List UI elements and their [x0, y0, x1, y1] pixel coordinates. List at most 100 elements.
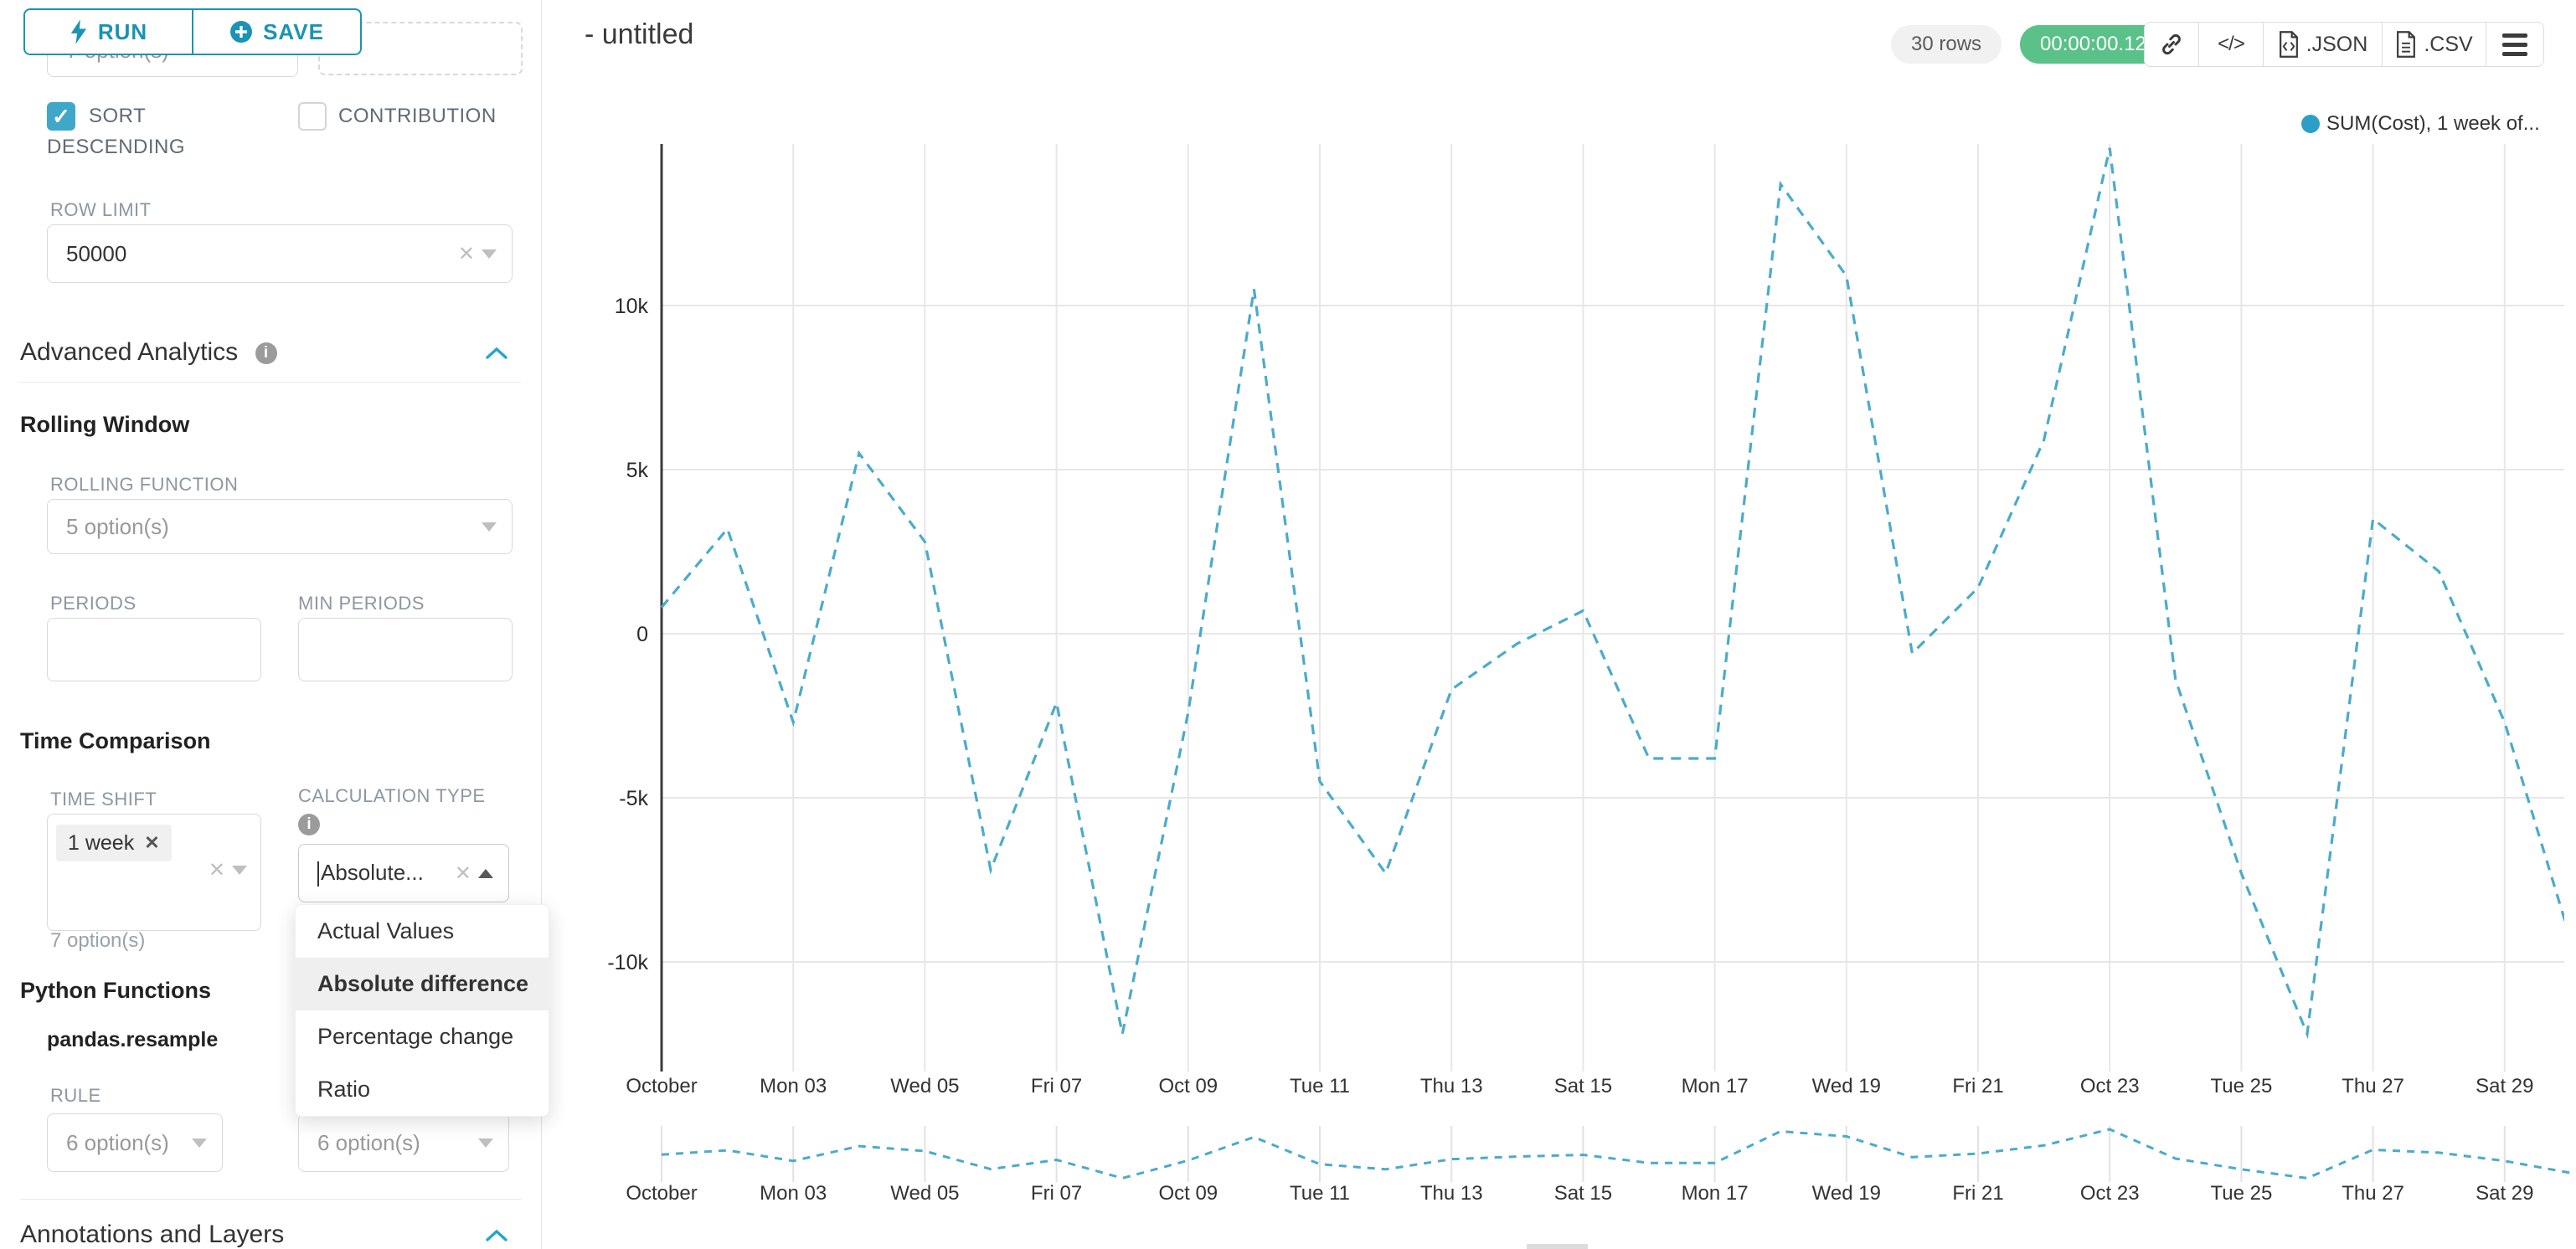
time-shift-helper: 7 option(s) [50, 929, 146, 952]
rule-label: RULE [50, 1085, 101, 1106]
save-button-label: SAVE [263, 18, 324, 44]
remove-tag-icon[interactable]: ✕ [144, 832, 160, 853]
svg-text:Tue 11: Tue 11 [1290, 1075, 1350, 1097]
advanced-analytics-text: Advanced Analytics [20, 338, 239, 366]
sort-descending-checkbox[interactable]: ✓ [47, 102, 75, 131]
contribution-label: CONTRIBUTION [338, 105, 497, 127]
collapse-chevron-icon[interactable] [486, 1229, 507, 1242]
min-periods-input[interactable] [298, 618, 513, 681]
svg-text:Tue 11: Tue 11 [1290, 1182, 1350, 1205]
page-title[interactable]: - untitled [585, 18, 694, 50]
rule-select-value: 6 option(s) [66, 1129, 169, 1155]
calculation-type-text: Absolute... [321, 859, 424, 885]
svg-text:Oct 09: Oct 09 [1158, 1075, 1218, 1097]
export-json-label: .JSON [2306, 32, 2368, 56]
export-json-button[interactable]: .JSON [2264, 23, 2383, 66]
chevron-down-icon[interactable] [192, 1138, 207, 1148]
clear-icon[interactable]: ✕ [457, 242, 475, 265]
rule-method-select[interactable]: 6 option(s) [298, 1113, 509, 1172]
clear-icon[interactable]: ✕ [454, 861, 471, 885]
svg-text:Thu 27: Thu 27 [2342, 1182, 2404, 1205]
svg-text:Mon 03: Mon 03 [760, 1075, 827, 1097]
lightning-icon [70, 19, 86, 44]
clear-icon[interactable]: ✕ [208, 859, 225, 881]
svg-text:Fri 21: Fri 21 [1952, 1075, 2003, 1097]
plus-circle-icon [230, 21, 253, 43]
svg-text:Thu 27: Thu 27 [2342, 1075, 2404, 1097]
run-button-label: RUN [97, 18, 148, 44]
time-shift-tag[interactable]: 1 week ✕ [56, 825, 172, 861]
svg-text:0: 0 [636, 623, 648, 646]
svg-text:-5k: -5k [619, 787, 648, 810]
periods-input[interactable] [47, 618, 261, 681]
calculation-type-select[interactable]: Absolute... ✕ [298, 844, 509, 902]
run-save-bar: RUN SAVE [23, 8, 362, 55]
svg-text:Tue 25: Tue 25 [2210, 1182, 2272, 1205]
rolling-function-value: 5 option(s) [66, 513, 169, 539]
chevron-down-icon[interactable] [478, 1138, 493, 1148]
menu-icon [2502, 33, 2527, 56]
rolling-function-select[interactable]: 5 option(s) [47, 499, 513, 554]
rolling-function-label: ROLLING FUNCTION [50, 474, 239, 495]
advanced-analytics-title: Advanced Analytics i [20, 338, 277, 367]
run-button[interactable]: RUN [25, 10, 193, 54]
annotations-title: Annotations and Layers [20, 1221, 285, 1248]
svg-text:October: October [626, 1182, 697, 1205]
svg-text:Mon 03: Mon 03 [760, 1182, 827, 1205]
row-limit-select[interactable]: 50000 ✕ [47, 224, 513, 283]
rule-select[interactable]: 6 option(s) [47, 1113, 223, 1172]
svg-text:Tue 25: Tue 25 [2210, 1075, 2272, 1097]
svg-text:Sat 29: Sat 29 [2476, 1075, 2533, 1097]
rule-method-select-value: 6 option(s) [317, 1129, 420, 1155]
json-file-icon [2279, 31, 2298, 58]
dropdown-option-actual-values[interactable]: Actual Values [317, 918, 455, 943]
svg-text:Mon 17: Mon 17 [1682, 1182, 1749, 1205]
svg-text:Wed 19: Wed 19 [1812, 1182, 1881, 1205]
svg-text:Sat 15: Sat 15 [1554, 1182, 1612, 1205]
calculation-type-dropdown: Actual Values Absolute difference Percen… [295, 904, 549, 1117]
chart-legend[interactable]: SUM(Cost), 1 week of... [2301, 112, 2540, 136]
svg-text:5k: 5k [626, 459, 649, 482]
chevron-down-icon[interactable] [482, 522, 497, 532]
calculation-type-value: Absolute... [299, 860, 448, 887]
dropdown-option-percentage-change[interactable]: Percentage change [317, 1024, 514, 1049]
chevron-down-icon[interactable] [232, 866, 247, 875]
chevron-down-icon[interactable] [482, 249, 497, 259]
link-icon [2162, 33, 2181, 55]
contribution-checkbox[interactable] [298, 102, 327, 131]
time-shift-label: TIME SHIFT [50, 789, 157, 810]
view-query-button[interactable]: </> [2199, 23, 2264, 66]
chevron-up-icon[interactable] [478, 868, 493, 878]
brush-handle[interactable] [1527, 1244, 1588, 1249]
calculation-type-label: CALCULATION TYPE [298, 785, 486, 806]
svg-text:10k: 10k [615, 295, 649, 318]
svg-text:Wed 05: Wed 05 [890, 1075, 959, 1097]
svg-text:Sat 15: Sat 15 [1554, 1075, 1612, 1097]
collapse-chevron-icon[interactable] [486, 347, 507, 360]
svg-text:Oct 09: Oct 09 [1158, 1182, 1218, 1205]
svg-text:Fri 07: Fri 07 [1031, 1075, 1082, 1097]
row-limit-label: ROW LIMIT [50, 199, 152, 220]
legend-label: SUM(Cost), 1 week of... [2326, 112, 2540, 135]
legend-dot-icon [2301, 115, 2320, 133]
dropdown-option-absolute-difference[interactable]: Absolute difference [296, 958, 549, 1010]
sort-descending-label: SORT DESCENDING [47, 105, 186, 158]
sidebar-divider [541, 0, 542, 1249]
timeseries-chart[interactable]: October Mon 03 Wed 05 Fri 07 Oct 09 Tue 11 Thu… [541, 0, 2576, 1249]
svg-text:Oct 23: Oct 23 [2080, 1075, 2140, 1097]
query-timer-badge: 00:00:00.12 [2020, 25, 2166, 64]
svg-text:-10k: -10k [607, 951, 648, 974]
export-csv-button[interactable]: .CSV [2383, 23, 2486, 66]
share-link-button[interactable] [2145, 23, 2199, 66]
more-options-button[interactable] [2486, 23, 2543, 66]
row-limit-value: 50000 [66, 240, 127, 266]
svg-text:Mon 17: Mon 17 [1682, 1075, 1749, 1097]
info-icon[interactable]: i [298, 814, 320, 835]
info-icon[interactable]: i [255, 342, 277, 365]
dropdown-option-ratio[interactable]: Ratio [317, 1077, 371, 1102]
chart-actions-toolbar: </> .JSON .CSV [2144, 22, 2544, 67]
svg-text:Wed 19: Wed 19 [1812, 1075, 1881, 1097]
save-button[interactable]: SAVE [193, 10, 360, 54]
text-cursor [317, 861, 319, 887]
time-shift-multiselect[interactable]: 1 week ✕ ✕ [47, 814, 261, 931]
